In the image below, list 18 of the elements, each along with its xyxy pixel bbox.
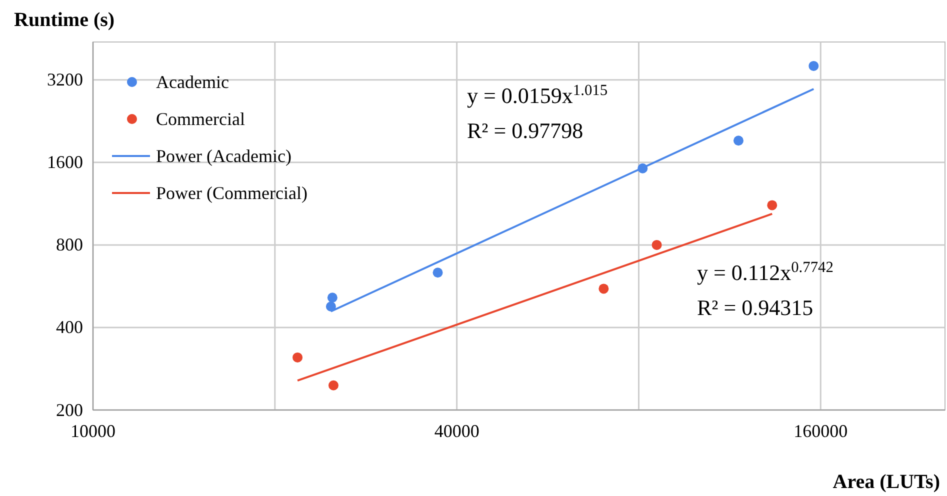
- x-axis-title: Area (LUTs): [832, 471, 940, 493]
- y-tick-label: 3200: [47, 70, 83, 90]
- legend-label: Commercial: [156, 109, 245, 129]
- annotation: y = 0.112x$^{0.7742}$: [697, 258, 834, 285]
- x-tick-label: 10000: [70, 420, 116, 441]
- y-tick-label: 400: [56, 317, 83, 338]
- legend-label: Power (Commercial): [156, 183, 308, 203]
- annotation: R² = 0.97798: [467, 118, 584, 143]
- annotation: y = 0.0159x$^{1.015}$: [467, 82, 608, 108]
- legend-label: Power (Academic): [156, 146, 292, 166]
- x-tick-label: 160000: [794, 420, 848, 441]
- y-tick-label: 200: [56, 400, 83, 420]
- annotation: R² = 0.94315: [697, 295, 814, 320]
- x-tick-label: 40000: [434, 420, 480, 441]
- y-tick-label: 1600: [47, 152, 83, 172]
- y-axis-title: Runtime (s): [14, 9, 115, 31]
- legend-label: Academic: [156, 72, 229, 92]
- y-tick-label: 800: [56, 234, 83, 255]
